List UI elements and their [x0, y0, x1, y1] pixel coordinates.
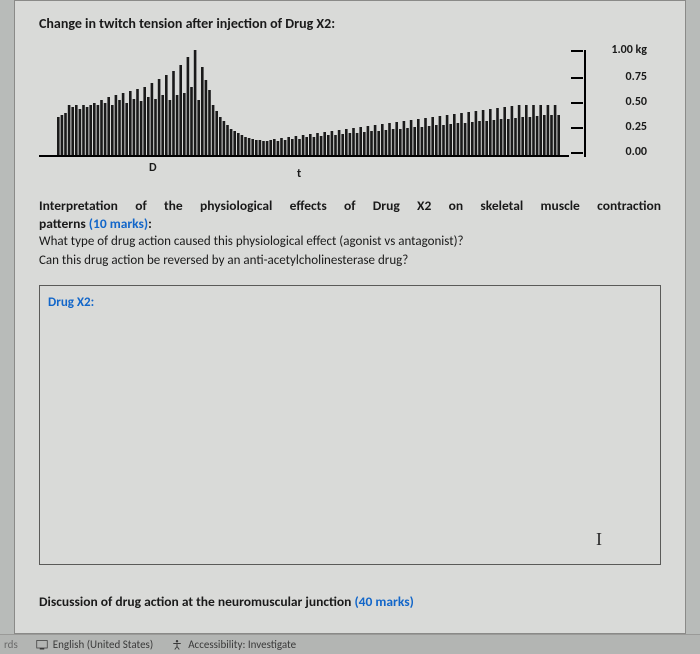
accessibility-label: Accessibility: Investigate — [188, 638, 296, 651]
y-label: 0.00 — [626, 145, 647, 159]
x-marker-d: D — [149, 161, 157, 175]
interp-marks: (10 marks) — [89, 215, 148, 232]
y-tick — [571, 77, 583, 79]
y-tick — [571, 127, 583, 129]
y-label: 1.00 kg — [611, 43, 647, 57]
statusbar-frag: rds — [4, 638, 18, 651]
chart-container: 1.00 kg 0.75 0.50 0.25 0.00 — [39, 42, 661, 157]
language-label: English (United States) — [53, 638, 153, 651]
interp-line2-wrap: patterns (10 marks): — [39, 215, 661, 233]
question-2: Can this drug action be reversed by an a… — [39, 252, 661, 271]
discussion-marks: (40 marks) — [354, 593, 413, 610]
y-tick — [571, 50, 583, 52]
discussion-heading: Discussion of drug action at the neuromu… — [39, 593, 661, 610]
statusbar-language[interactable]: English (United States) — [36, 638, 153, 651]
interpretation-block: Interpretation of the physiological effe… — [39, 197, 661, 271]
answer-label: Drug X2: — [48, 295, 94, 310]
chart-svg — [39, 42, 569, 157]
y-label: 0.75 — [626, 70, 647, 84]
discussion-label: Discussion of drug action at the neuromu… — [39, 593, 354, 610]
y-tick — [571, 152, 583, 154]
accessibility-icon — [171, 639, 183, 651]
x-axis: D t — [39, 161, 569, 179]
page-heading: Change in twitch tension after injection… — [39, 15, 661, 32]
document-page: Change in twitch tension after injection… — [14, 0, 686, 634]
y-axis-bar — [584, 50, 586, 157]
text-cursor: I — [596, 529, 602, 550]
interp-line1: Interpretation of the physiological effe… — [39, 197, 661, 214]
interpretation-title: Interpretation of the physiological effe… — [39, 197, 661, 215]
twitch-chart — [39, 42, 569, 157]
y-label: 0.25 — [626, 120, 647, 134]
language-icon — [36, 639, 48, 651]
y-tick — [571, 102, 583, 104]
y-label: 0.50 — [626, 95, 647, 109]
statusbar-accessibility[interactable]: Accessibility: Investigate — [171, 638, 296, 651]
status-bar: rds English (United States) Accessibilit… — [0, 634, 700, 654]
y-axis-legend: 1.00 kg 0.75 0.50 0.25 0.00 — [587, 42, 647, 157]
colon: : — [148, 215, 152, 232]
question-1: What type of drug action caused this phy… — [39, 233, 661, 252]
x-label-t: t — [297, 167, 301, 181]
answer-textbox[interactable]: Drug X2: I — [39, 285, 661, 565]
interp-line2: patterns — [39, 215, 89, 232]
